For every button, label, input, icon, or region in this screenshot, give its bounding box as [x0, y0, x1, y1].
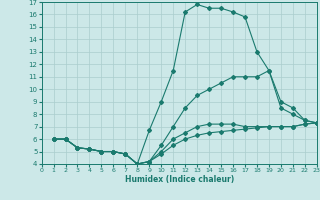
X-axis label: Humidex (Indice chaleur): Humidex (Indice chaleur) — [124, 175, 234, 184]
